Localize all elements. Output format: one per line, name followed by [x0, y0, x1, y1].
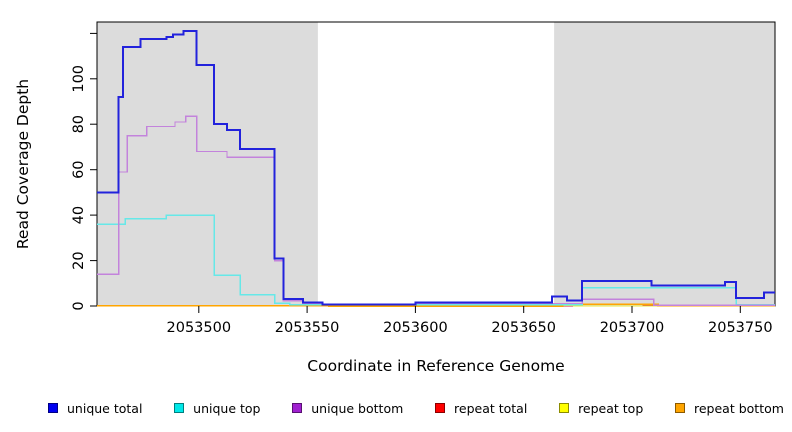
legend-label: repeat total — [454, 400, 528, 416]
legend: unique total unique top unique bottom re… — [48, 396, 784, 420]
x-tick-label: 2053600 — [383, 320, 448, 336]
y-tick-label: 0 — [71, 301, 87, 310]
series-line-unique-bottom — [97, 115, 775, 306]
x-axis-title: Coordinate in Reference Genome — [307, 357, 564, 375]
x-tick-label: 2053650 — [491, 320, 556, 336]
coverage-plot: 2053500 2053550 2053600 2053650 2053700 20537… — [14, 21, 776, 375]
y-tick-label: 20 — [71, 251, 87, 269]
legend-label: repeat top — [578, 400, 644, 416]
shaded-region-1 — [554, 22, 775, 306]
legend-label: unique total — [67, 400, 143, 416]
legend-label: repeat bottom — [694, 400, 784, 416]
repeat-bottom-swatch-icon — [675, 403, 685, 413]
coverage-plot-svg: 2053500 2053550 2053600 2053650 2053700 20537… — [14, 21, 776, 375]
legend-label: unique bottom — [311, 400, 404, 416]
legend-item-repeat-total: repeat total — [435, 401, 527, 416]
x-tick-label: 2053550 — [275, 320, 340, 336]
y-tick-label: 40 — [71, 206, 87, 224]
repeat-top-swatch-icon — [559, 403, 570, 413]
repeat-total-swatch-icon — [435, 403, 446, 413]
unique-top-swatch-icon — [174, 403, 185, 413]
unique-total-swatch-icon — [48, 403, 58, 413]
x-tick-label: 2053700 — [600, 320, 665, 336]
y-tick-label: 80 — [71, 115, 87, 133]
legend-item-unique-total: unique total — [48, 401, 142, 416]
legend-item-unique-top: unique top — [174, 401, 260, 416]
x-tick-label: 2053500 — [167, 320, 232, 336]
y-axis-title: Read Coverage Depth — [14, 79, 32, 249]
series-line-unique-total — [97, 30, 775, 306]
legend-label: unique top — [193, 400, 261, 416]
legend-item-repeat-top: repeat top — [559, 401, 643, 416]
legend-item-unique-bottom: unique bottom — [292, 401, 403, 416]
legend-item-repeat-bottom: repeat bottom — [675, 401, 784, 416]
series-line-unique-top — [97, 214, 775, 306]
x-tick-label: 2053750 — [708, 320, 773, 336]
y-tick-label: 60 — [71, 160, 87, 178]
unique-bottom-swatch-icon — [292, 403, 303, 413]
y-tick-label: 100 — [71, 65, 87, 93]
